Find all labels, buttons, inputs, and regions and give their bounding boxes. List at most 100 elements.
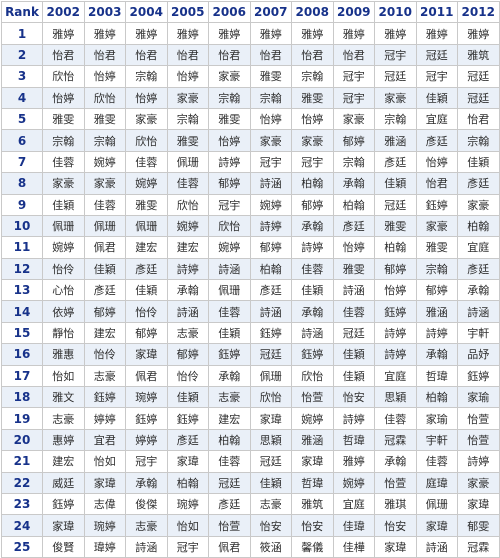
name-cell: 欣怡 bbox=[166, 193, 209, 216]
name-cell: 依婷 bbox=[42, 300, 85, 323]
table-row: 19 志豪 婷婷 鈺婷 鈺婷 建宏 家瑋 婉婷 詩婷 佳蓉 家瑜 怡萱 bbox=[1, 407, 500, 430]
name-cell: 詩涵 bbox=[208, 257, 251, 281]
name-cell: 志豪 bbox=[166, 321, 209, 345]
name-cell: 宗翰 bbox=[42, 129, 85, 152]
name-cell: 雅筑 bbox=[291, 492, 334, 516]
name-cell: 怡婷 bbox=[332, 236, 375, 259]
name-cell: 雅文 bbox=[42, 386, 85, 409]
name-cell: 怡君 bbox=[208, 43, 251, 67]
name-cell: 郁婷 bbox=[332, 129, 375, 152]
rank-cell: 25 bbox=[1, 535, 43, 558]
name-cell: 郁婷 bbox=[83, 300, 126, 323]
name-cell: 冠宇 bbox=[208, 193, 251, 216]
name-cell: 建宏 bbox=[83, 321, 126, 345]
name-cell: 品妤 bbox=[457, 343, 500, 366]
name-cell: 怡婷 bbox=[249, 107, 292, 131]
name-cell: 佩珊 bbox=[166, 150, 209, 174]
name-cell: 佩君 bbox=[125, 364, 168, 388]
rank-cell: 6 bbox=[1, 129, 43, 152]
rank-cell: 4 bbox=[1, 86, 43, 109]
name-cell: 家豪 bbox=[83, 172, 126, 195]
name-cell: 怡君 bbox=[291, 43, 334, 67]
name-cell: 建宏 bbox=[42, 450, 85, 473]
name-cell: 佳穎 bbox=[125, 279, 168, 302]
name-cell: 宇軒 bbox=[457, 321, 500, 345]
name-cell: 佳穎 bbox=[291, 279, 334, 302]
name-cell: 郁婷 bbox=[415, 279, 458, 302]
name-cell: 宗翰 bbox=[166, 107, 209, 131]
rank-cell: 17 bbox=[1, 364, 43, 388]
name-cell: 柏翰 bbox=[208, 428, 251, 452]
name-cell: 柏翰 bbox=[249, 257, 292, 281]
rank-cell: 16 bbox=[1, 343, 43, 366]
name-cell: 雅婷 bbox=[332, 22, 375, 45]
name-cell: 婉婷 bbox=[332, 471, 375, 494]
name-cell: 佳穎 bbox=[83, 257, 126, 281]
name-cell: 怡君 bbox=[332, 43, 375, 67]
name-cell: 怡君 bbox=[83, 43, 126, 67]
rank-cell: 14 bbox=[1, 300, 43, 323]
name-cell: 宗翰 bbox=[291, 65, 334, 88]
name-cell: 承翰 bbox=[125, 471, 168, 494]
name-cell: 雅婷 bbox=[415, 22, 458, 45]
name-cell: 宗翰 bbox=[415, 257, 458, 281]
name-cell: 俊賢 bbox=[42, 535, 85, 558]
table-row: 22 威廷 家瑋 承翰 柏翰 冠廷 佳穎 哲瑋 婉婷 怡萱 庭瑋 家豪 bbox=[1, 471, 500, 494]
name-cell: 家瑋 bbox=[83, 471, 126, 494]
table-row: 8 家豪 家豪 婉婷 佳蓉 郁婷 詩涵 柏翰 承翰 佳穎 怡君 彥廷 bbox=[1, 172, 500, 195]
name-cell: 欣怡 bbox=[83, 86, 126, 109]
name-cell: 佩珊 bbox=[42, 214, 85, 238]
name-cell: 怡君 bbox=[415, 172, 458, 195]
name-cell: 宗翰 bbox=[208, 86, 251, 109]
name-cell: 佳穎 bbox=[42, 193, 85, 216]
name-cell: 家豪 bbox=[208, 65, 251, 88]
table-row: 9 佳穎 佳蓉 雅雯 欣怡 冠宇 婉婷 郁婷 柏翰 冠廷 鈺婷 家豪 bbox=[1, 193, 500, 216]
year-column-header: 2006 bbox=[208, 0, 251, 24]
table-row: 15 靜怡 建宏 郁婷 志豪 佳穎 鈺婷 詩涵 冠廷 詩婷 詩婷 宇軒 bbox=[1, 321, 500, 345]
name-cell: 雅雯 bbox=[291, 86, 334, 109]
table-row: 13 心怡 彥廷 佳穎 承翰 佩珊 彥廷 佳穎 詩涵 怡婷 郁婷 承翰 bbox=[1, 279, 500, 302]
name-cell: 彥廷 bbox=[457, 172, 500, 195]
name-cell: 怡如 bbox=[166, 514, 209, 537]
table-row: 18 雅文 鈺婷 琬婷 佳穎 志豪 欣怡 怡萱 怡安 思穎 柏翰 家瑜 bbox=[1, 386, 500, 409]
rank-column-header: Rank bbox=[1, 0, 43, 24]
rank-cell: 13 bbox=[1, 279, 43, 302]
name-cell: 威廷 bbox=[42, 471, 85, 494]
name-cell: 佳穎 bbox=[208, 321, 251, 345]
name-cell: 建宏 bbox=[125, 236, 168, 259]
name-cell: 怡伶 bbox=[125, 300, 168, 323]
name-cell: 欣怡 bbox=[249, 386, 292, 409]
name-cell: 詩涵 bbox=[457, 300, 500, 323]
header-row: Rank 2002 2003 2004 2005 2006 2007 2008 2009 201… bbox=[1, 0, 500, 24]
name-cell: 詩婷 bbox=[415, 321, 458, 345]
table-row: 25 俊賢 瑋婷 詩涵 冠宇 佩君 筱涵 馨儀 佳樺 家瑋 詩涵 冠霖 bbox=[1, 535, 500, 558]
name-cell: 佩珊 bbox=[415, 492, 458, 516]
rank-cell: 2 bbox=[1, 43, 43, 67]
name-cell: 詩涵 bbox=[332, 279, 375, 302]
table-row: 7 佳蓉 婉婷 佳蓉 佩珊 詩婷 冠宇 冠宇 宗翰 彥廷 怡婷 佳穎 bbox=[1, 150, 500, 174]
name-cell: 宗翰 bbox=[249, 86, 292, 109]
table-row: 4 怡婷 欣怡 怡婷 家豪 宗翰 宗翰 雅雯 冠宇 家豪 佳穎 冠廷 bbox=[1, 86, 500, 109]
name-cell: 欣怡 bbox=[42, 65, 85, 88]
name-cell: 佳蓉 bbox=[208, 450, 251, 473]
rank-cell: 24 bbox=[1, 514, 43, 537]
name-cell: 宗翰 bbox=[457, 129, 500, 152]
name-cell: 雅雯 bbox=[374, 214, 417, 238]
name-cell: 雅婷 bbox=[249, 22, 292, 45]
name-cell: 承翰 bbox=[374, 450, 417, 473]
name-cell: 怡婷 bbox=[42, 86, 85, 109]
name-cell: 詩涵 bbox=[249, 172, 292, 195]
name-cell: 雅婷 bbox=[332, 450, 375, 473]
name-cell: 雅筑 bbox=[457, 43, 500, 67]
name-cell: 冠廷 bbox=[332, 321, 375, 345]
name-cell: 瑋婷 bbox=[83, 535, 126, 558]
name-cell: 怡萱 bbox=[457, 407, 500, 430]
name-cell: 郁婷 bbox=[291, 193, 334, 216]
name-cell: 怡君 bbox=[166, 43, 209, 67]
name-cell: 家瑋 bbox=[457, 492, 500, 516]
name-cell: 雅婷 bbox=[125, 22, 168, 45]
name-cell: 彥廷 bbox=[249, 279, 292, 302]
name-cell: 婉婷 bbox=[249, 193, 292, 216]
name-cell: 宗翰 bbox=[332, 150, 375, 174]
name-cell: 婉婷 bbox=[291, 407, 334, 430]
